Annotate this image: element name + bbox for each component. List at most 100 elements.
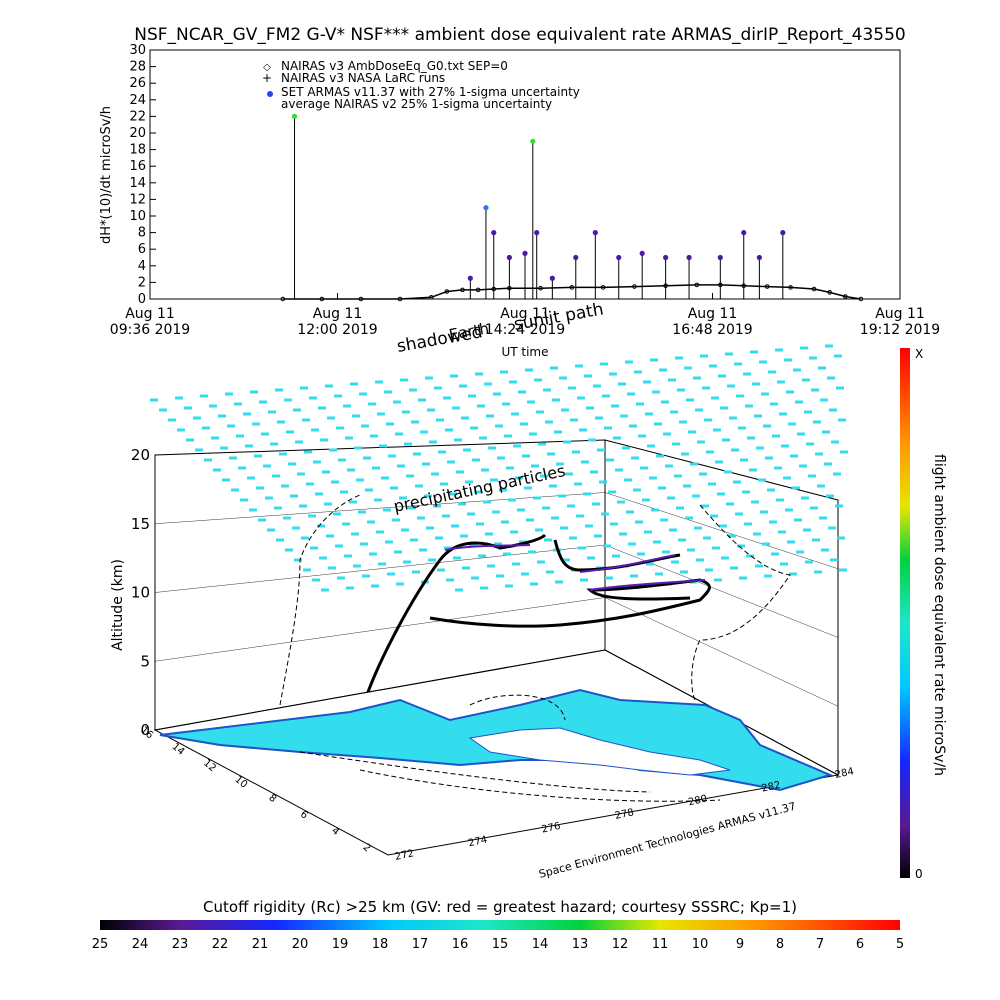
wall-gridline (154, 597, 606, 662)
land-mass (468, 727, 731, 776)
armas-point (780, 230, 786, 236)
y-tick-label: 12 (129, 192, 146, 207)
y-tick-label: 26 (129, 76, 146, 91)
legend-label-nasa-larc: NAIRAS v3 NASA LaRC runs (281, 71, 445, 85)
colorbar-bottom-tick: 10 (692, 937, 709, 952)
armas-point (639, 250, 645, 256)
x-tick-label-3d: 276 (541, 821, 562, 836)
y-axis-label: dH*(10)/dt microSv/h (99, 106, 114, 244)
colorbar-right-bottom-label: 0 (915, 867, 923, 881)
colorbar-bottom: Cutoff rigidity (Rc) >25 km (GV: red = g… (92, 898, 904, 952)
z-axis-label: Altitude (km) (110, 559, 126, 651)
z-tick-label: 15 (131, 515, 150, 533)
colorbar-bottom-tick: 12 (612, 937, 629, 952)
nairas-v3-point (632, 284, 637, 289)
credit-label: Space Environment Technologies ARMAS v11… (537, 800, 797, 881)
z-tick-group: 0 5 10 15 20 (131, 446, 150, 739)
legend-symbol-blue-dot (267, 91, 273, 97)
armas-point (483, 205, 489, 211)
colorbar-bottom-tick-group: 25 24 23 22 21 20 19 18 17 16 15 14 13 12 11 10 9 8 7 6 5 (92, 937, 904, 952)
figure-title: NSF_NCAR_GV_FM2 G-V* NSF*** ambient dose… (134, 25, 905, 45)
colorbar-bottom-tick: 20 (292, 937, 309, 952)
x-tick-label-time: 12:00 2019 (297, 322, 377, 338)
nairas-v3-point (811, 286, 817, 292)
nairas-v3-point (843, 294, 848, 299)
colorbar-bottom-tick: 7 (816, 937, 824, 952)
x-tick-label-3d: 272 (394, 848, 415, 863)
y-tick-label: 14 (129, 176, 146, 191)
x-tick-label-3d: 280 (687, 794, 708, 809)
x-axis-label: UT time (501, 345, 548, 359)
y-tick-label-3d: 6 (298, 809, 310, 822)
y-tick-label-3d: 14 (170, 741, 187, 758)
nairas-v3-point (764, 284, 770, 289)
y-tick-label: 22 (129, 109, 146, 124)
legend-symbol-diamond: ◇ (263, 62, 271, 73)
nairas-v3-point (460, 287, 465, 293)
colorbar-bottom-tick: 23 (172, 937, 189, 952)
x-tick-label-3d: 284 (834, 766, 855, 781)
nairas-v3-point (827, 290, 832, 295)
colorbar-bottom-tick: 22 (212, 937, 229, 952)
colorbar-bottom-gradient (100, 920, 900, 930)
nairas-v3-point (569, 285, 575, 290)
colorbar-bottom-tick: 21 (252, 937, 269, 952)
nairas-v3-line (282, 284, 862, 300)
y-tick-label: 24 (129, 93, 146, 108)
nairas-v3-point (397, 296, 403, 302)
map-floor (153, 649, 840, 856)
colorbar-bottom-tick: 19 (332, 937, 349, 952)
nairas-v3-point (444, 289, 450, 294)
colorbar-bottom-tick: 17 (412, 937, 429, 952)
colorbar-bottom-tick: 25 (92, 937, 109, 952)
x-tick-label-3d: 274 (467, 835, 488, 850)
armas-point (491, 230, 497, 236)
armas-point (741, 230, 747, 236)
y-tick-label-3d: 12 (201, 758, 218, 775)
nairas-v3-point (358, 296, 364, 302)
z-tick-label: 0 (140, 721, 150, 739)
nairas-v3-point (538, 285, 543, 291)
y-tick-label: 30 (129, 43, 146, 58)
y-tick-label-3d: 8 (266, 793, 278, 806)
x-tick-label-date: Aug 11 (125, 306, 175, 322)
x-tick-label-date: Aug 11 (688, 306, 738, 322)
armas-point (616, 254, 622, 261)
cutoff-contour-lines (299, 694, 721, 802)
legend-symbol-plus: + (262, 71, 272, 85)
armas-point (756, 254, 762, 261)
legend: ◇ NAIRAS v3 AmbDoseEq_G0.txt SEP=0 + NAI… (262, 59, 580, 111)
y-tick-label: 0 (138, 292, 146, 307)
nairas-v3-point (428, 295, 434, 300)
colorbar-right-top-label: X (915, 347, 923, 361)
y-tick-label: 16 (129, 159, 146, 174)
x-tick-label-time: 14:24 2019 (485, 322, 565, 338)
x-tick-group-3d: 272 274 276 278 280 282 284 (394, 766, 855, 863)
z-tick-label: 20 (131, 446, 150, 464)
colorbar-bottom-tick: 24 (132, 937, 149, 952)
colorbar-right-title: flight ambient dose equivalent rate micr… (931, 454, 947, 776)
colorbar-bottom-tick: 6 (856, 937, 864, 952)
x-tick-label-date: Aug 11 (500, 306, 550, 322)
y-tick-label: 2 (138, 275, 146, 290)
colorbar-right-gradient (900, 348, 910, 878)
armas-point (506, 254, 512, 261)
colorbar-bottom-tick: 11 (652, 937, 669, 952)
nairas-v3-point (694, 282, 700, 288)
x-tick-label-3d: 278 (614, 807, 635, 822)
precipitating-particles-layer (150, 344, 848, 592)
nairas-v3-point (280, 296, 286, 302)
colorbar-bottom-tick: 16 (452, 937, 469, 952)
colorbar-bottom-tick: 14 (532, 937, 549, 952)
nairas-v3-point (475, 287, 481, 293)
y-tick-label-3d: 4 (329, 825, 341, 838)
armas-point (522, 250, 528, 256)
armas-point (663, 254, 669, 261)
z-tick-label: 10 (131, 584, 150, 602)
armas-point (467, 275, 473, 281)
